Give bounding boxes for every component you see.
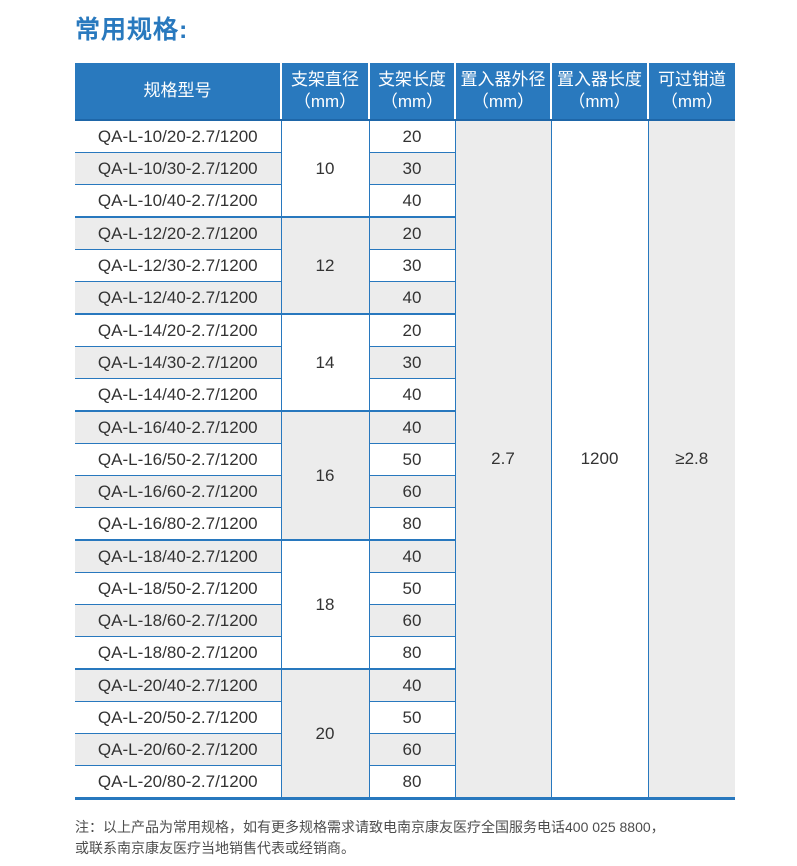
table-row: QA-L-12/20-2.7/1200 12 20	[75, 217, 735, 315]
length-cell: 40	[369, 669, 455, 702]
length-cell: 50	[369, 572, 455, 605]
table-row: QA-L-18/60-2.7/1200 60	[75, 604, 735, 637]
header-label: 置入器长度	[557, 70, 642, 89]
length-cell: 50	[369, 443, 455, 476]
table-row: QA-L-16/80-2.7/1200 80	[75, 507, 735, 541]
length-cell: 40	[369, 378, 455, 412]
table-row: QA-L-18/80-2.7/1200 80	[75, 636, 735, 670]
model-cell: QA-L-16/40-2.7/1200	[75, 411, 281, 444]
model-cell: QA-L-20/60-2.7/1200	[75, 733, 281, 766]
header-unit: （mm）	[471, 92, 535, 111]
shared-outer-diameter-cell: 2.7	[454, 120, 551, 799]
model-cell: QA-L-18/40-2.7/1200	[75, 540, 281, 573]
footnote-line-2: 或联系南京康友医疗当地销售代表或经销商。	[75, 840, 355, 856]
length-cell: 30	[369, 249, 455, 282]
diameter-cell: 12	[280, 217, 370, 315]
header-cell-stent-diameter: 支架直径 （mm）	[280, 63, 369, 121]
table-row: QA-L-14/40-2.7/1200 40	[75, 378, 735, 412]
header-cell-stent-length: 支架长度 （mm）	[368, 63, 455, 121]
length-cell: 30	[369, 346, 455, 379]
table-row: QA-L-20/60-2.7/1200 60	[75, 733, 735, 766]
shared-channel-cell: ≥2.8	[647, 120, 735, 799]
length-cell: 80	[369, 636, 455, 670]
model-cell: QA-L-18/60-2.7/1200	[75, 604, 281, 637]
diameter-cell: 14	[280, 314, 370, 412]
model-cell: QA-L-16/50-2.7/1200	[75, 443, 281, 476]
table-row: QA-L-18/50-2.7/1200 50	[75, 572, 735, 605]
model-cell: QA-L-20/50-2.7/1200	[75, 701, 281, 734]
table-row: QA-L-20/80-2.7/1200 80	[75, 765, 735, 800]
model-cell: QA-L-18/80-2.7/1200	[75, 636, 281, 670]
model-cell: QA-L-12/30-2.7/1200	[75, 249, 281, 282]
table-row: QA-L-10/20-2.7/1200 10 20 2.7 1200 ≥2.8	[75, 120, 735, 799]
length-cell: 60	[369, 733, 455, 766]
length-cell: 60	[369, 604, 455, 637]
model-cell: QA-L-20/40-2.7/1200	[75, 669, 281, 702]
header-label: 置入器外径	[460, 70, 546, 89]
table-row: QA-L-16/60-2.7/1200 60	[75, 475, 735, 508]
table-row: QA-L-20/50-2.7/1200 50	[75, 701, 735, 734]
length-cell: 20	[369, 120, 455, 153]
model-cell: QA-L-14/30-2.7/1200	[75, 346, 281, 379]
table-row: QA-L-12/40-2.7/1200 40	[75, 281, 735, 315]
diameter-cell: 20	[280, 669, 370, 800]
length-cell: 40	[369, 411, 455, 444]
model-cell: QA-L-18/50-2.7/1200	[75, 572, 281, 605]
header-cell-model: 规格型号	[75, 63, 281, 121]
model-cell: QA-L-10/40-2.7/1200	[75, 184, 281, 218]
length-cell: 40	[369, 184, 455, 218]
table-row: QA-L-10/30-2.7/1200 30	[75, 152, 735, 185]
table-row: QA-L-14/20-2.7/1200 14 20	[75, 314, 735, 412]
length-cell: 60	[369, 475, 455, 508]
header-unit: （mm）	[293, 92, 357, 111]
diameter-cell: 16	[280, 411, 370, 541]
model-cell: QA-L-20/80-2.7/1200	[75, 765, 281, 800]
header-label: 支架直径	[291, 70, 359, 89]
header-cell-introducer-length: 置入器长度 （mm）	[550, 63, 648, 121]
footnote-line-1: 注：以上产品为常用规格，如有更多规格需求请致电南京康友医疗全国服务电话400 0…	[75, 819, 665, 835]
header-label: 规格型号	[143, 81, 212, 100]
diameter-cell: 18	[280, 540, 370, 670]
table-row: QA-L-10/40-2.7/1200 40	[75, 184, 735, 218]
table-row: QA-L-20/40-2.7/1200 20 40	[75, 669, 735, 800]
spec-table: 规格型号 支架直径 （mm） 支架长度 （mm） 置入器外径 （mm） 置入器长…	[75, 63, 735, 800]
header-label: 可过钳道	[658, 70, 726, 89]
header-cell-introducer-od: 置入器外径 （mm）	[454, 63, 551, 121]
model-cell: QA-L-14/20-2.7/1200	[75, 314, 281, 347]
length-cell: 40	[369, 281, 455, 315]
footnote: 注：以上产品为常用规格，如有更多规格需求请致电南京康友医疗全国服务电话400 0…	[75, 817, 785, 859]
page-title: 常用规格:	[75, 16, 189, 44]
table-header: 规格型号 支架直径 （mm） 支架长度 （mm） 置入器外径 （mm） 置入器长…	[75, 63, 735, 121]
length-cell: 20	[369, 217, 455, 250]
length-cell: 40	[369, 540, 455, 573]
length-cell: 20	[369, 314, 455, 347]
table-body: QA-L-10/20-2.7/1200 10 20 2.7 1200 ≥2.8 …	[75, 120, 735, 800]
header-unit: （mm）	[380, 92, 444, 111]
model-cell: QA-L-16/80-2.7/1200	[75, 507, 281, 541]
table-row: QA-L-14/30-2.7/1200 30	[75, 346, 735, 379]
model-cell: QA-L-10/30-2.7/1200	[75, 152, 281, 185]
model-cell: QA-L-10/20-2.7/1200	[75, 120, 281, 153]
table-row: QA-L-12/30-2.7/1200 30	[75, 249, 735, 282]
shared-introducer-length-cell: 1200	[550, 120, 648, 799]
table-row: QA-L-16/50-2.7/1200 50	[75, 443, 735, 476]
header-unit: （mm）	[568, 92, 631, 111]
model-cell: QA-L-14/40-2.7/1200	[75, 378, 281, 412]
model-cell: QA-L-16/60-2.7/1200	[75, 475, 281, 508]
table-row: QA-L-18/40-2.7/1200 18 40	[75, 540, 735, 670]
length-cell: 80	[369, 507, 455, 541]
length-cell: 30	[369, 152, 455, 185]
header-label: 支架长度	[378, 70, 446, 89]
diameter-cell: 10	[280, 120, 370, 218]
model-cell: QA-L-12/20-2.7/1200	[75, 217, 281, 250]
length-cell: 50	[369, 701, 455, 734]
table-row: QA-L-16/40-2.7/1200 16 40	[75, 411, 735, 541]
length-cell: 80	[369, 765, 455, 800]
header-cell-channel: 可过钳道 （mm）	[647, 63, 735, 121]
header-unit: （mm）	[660, 92, 724, 111]
header-row: 规格型号 支架直径 （mm） 支架长度 （mm） 置入器外径 （mm） 置入器长…	[75, 63, 735, 121]
model-cell: QA-L-12/40-2.7/1200	[75, 281, 281, 315]
